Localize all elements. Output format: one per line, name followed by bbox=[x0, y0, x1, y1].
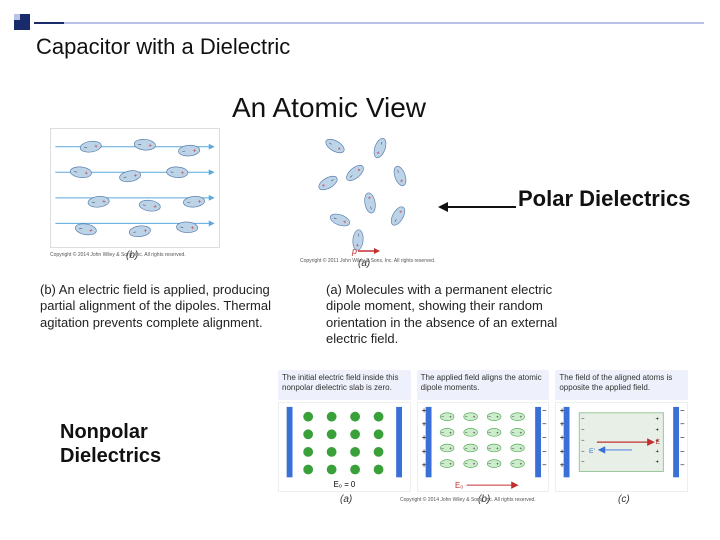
tri-caption-a: The initial electric field inside this n… bbox=[278, 370, 411, 400]
svg-text:E₀: E₀ bbox=[455, 481, 463, 490]
svg-text:+: + bbox=[519, 431, 522, 436]
svg-text:−: − bbox=[488, 416, 491, 421]
svg-text:−: − bbox=[511, 463, 514, 468]
tri-col-c: The field of the aligned atoms is opposi… bbox=[555, 370, 688, 492]
tri-fig-a: E₀ = 0 bbox=[278, 402, 411, 492]
tri-label-a: (a) bbox=[340, 494, 352, 505]
svg-text:+: + bbox=[560, 447, 565, 456]
slide-title: Capacitor with a Dielectric bbox=[36, 34, 290, 60]
svg-text:+: + bbox=[496, 463, 499, 468]
tri-fig-c: +−+−+−+−+− −+−+−+−+−+ E E' bbox=[555, 402, 688, 492]
svg-text:+: + bbox=[656, 449, 660, 455]
caption-b: (b) An electric field is applied, produc… bbox=[40, 282, 290, 331]
figure-a-random-dipoles: − + − + − + − + − + − + − + − + − + p bbox=[300, 128, 430, 256]
title-rule bbox=[34, 22, 704, 24]
svg-text:−: − bbox=[441, 447, 444, 452]
svg-text:−: − bbox=[680, 406, 685, 415]
svg-text:−: − bbox=[680, 433, 685, 442]
slide-bullet-decor bbox=[14, 14, 30, 30]
svg-text:−: − bbox=[542, 433, 547, 442]
svg-text:+: + bbox=[449, 447, 452, 452]
caption-a: (a) Molecules with a permanent electric … bbox=[326, 282, 586, 347]
svg-text:−: − bbox=[582, 427, 586, 433]
svg-text:−: − bbox=[511, 416, 514, 421]
svg-text:+: + bbox=[496, 431, 499, 436]
section-heading: An Atomic View bbox=[232, 92, 426, 124]
tri-label-c: (c) bbox=[618, 494, 630, 505]
svg-text:−: − bbox=[464, 447, 467, 452]
svg-text:−: − bbox=[680, 419, 685, 428]
polar-dielectrics-label: Polar Dielectrics bbox=[518, 186, 690, 212]
svg-text:E: E bbox=[656, 439, 661, 446]
tri-caption-b: The applied field aligns the atomic dipo… bbox=[417, 370, 550, 400]
svg-text:+: + bbox=[656, 460, 660, 466]
svg-text:+: + bbox=[472, 416, 475, 421]
tri-col-b: The applied field aligns the atomic dipo… bbox=[417, 370, 550, 492]
svg-text:+: + bbox=[656, 427, 660, 433]
svg-text:−: − bbox=[680, 447, 685, 456]
svg-text:E₀ = 0: E₀ = 0 bbox=[334, 480, 356, 489]
svg-text:−: − bbox=[542, 461, 547, 470]
figure-b-aligned-dipoles: − + − + − + − + − + − + − + − + − + − + … bbox=[50, 128, 220, 248]
svg-text:+: + bbox=[472, 463, 475, 468]
svg-text:−: − bbox=[464, 416, 467, 421]
svg-text:−: − bbox=[441, 416, 444, 421]
svg-text:−: − bbox=[464, 431, 467, 436]
svg-text:+: + bbox=[449, 416, 452, 421]
nonpolar-dielectrics-label: Nonpolar Dielectrics bbox=[60, 420, 161, 468]
svg-text:+: + bbox=[421, 406, 426, 415]
svg-text:−: − bbox=[582, 417, 586, 423]
svg-text:+: + bbox=[519, 463, 522, 468]
tri-caption-c: The field of the aligned atoms is opposi… bbox=[555, 370, 688, 400]
svg-text:−: − bbox=[441, 431, 444, 436]
svg-text:+: + bbox=[421, 433, 426, 442]
svg-text:+: + bbox=[449, 463, 452, 468]
copyright-a: Copyright © 2011 John Wiley & Sons, Inc.… bbox=[300, 258, 435, 264]
svg-text:−: − bbox=[582, 449, 586, 455]
svg-text:p: p bbox=[351, 246, 357, 256]
copyright-b: Copyright © 2014 John Wiley & Sons, Inc.… bbox=[50, 252, 186, 258]
svg-text:+: + bbox=[560, 406, 565, 415]
svg-text:E': E' bbox=[589, 448, 595, 455]
tri-col-a: The initial electric field inside this n… bbox=[278, 370, 411, 492]
svg-text:−: − bbox=[542, 406, 547, 415]
copyright-c: Copyright © 2014 John Wiley & Sons, Inc.… bbox=[400, 497, 536, 503]
svg-text:+: + bbox=[519, 447, 522, 452]
nonpolar-three-panel: The initial electric field inside this n… bbox=[278, 370, 688, 492]
svg-text:−: − bbox=[542, 419, 547, 428]
svg-text:+: + bbox=[560, 461, 565, 470]
svg-text:+: + bbox=[421, 461, 426, 470]
svg-text:−: − bbox=[680, 461, 685, 470]
polar-arrow-icon bbox=[438, 197, 518, 217]
svg-text:−: − bbox=[488, 447, 491, 452]
svg-text:+: + bbox=[519, 416, 522, 421]
svg-text:−: − bbox=[511, 431, 514, 436]
svg-text:+: + bbox=[560, 419, 565, 428]
svg-text:+: + bbox=[496, 416, 499, 421]
svg-text:+: + bbox=[656, 417, 660, 423]
svg-text:−: − bbox=[582, 438, 586, 444]
svg-text:+: + bbox=[472, 447, 475, 452]
svg-text:−: − bbox=[488, 463, 491, 468]
svg-text:+: + bbox=[421, 447, 426, 456]
svg-text:+: + bbox=[496, 447, 499, 452]
svg-text:+: + bbox=[560, 433, 565, 442]
svg-text:−: − bbox=[511, 447, 514, 452]
svg-text:−: − bbox=[488, 431, 491, 436]
svg-text:+: + bbox=[449, 431, 452, 436]
svg-text:+: + bbox=[421, 419, 426, 428]
svg-text:−: − bbox=[542, 447, 547, 456]
svg-text:−: − bbox=[582, 460, 586, 466]
tri-fig-b: +−+−+−+−+− −+ −+ −+ −+ −+ −+ −+ −+ −+ −+… bbox=[417, 402, 550, 492]
svg-text:+: + bbox=[472, 431, 475, 436]
svg-text:−: − bbox=[464, 463, 467, 468]
svg-text:−: − bbox=[441, 463, 444, 468]
